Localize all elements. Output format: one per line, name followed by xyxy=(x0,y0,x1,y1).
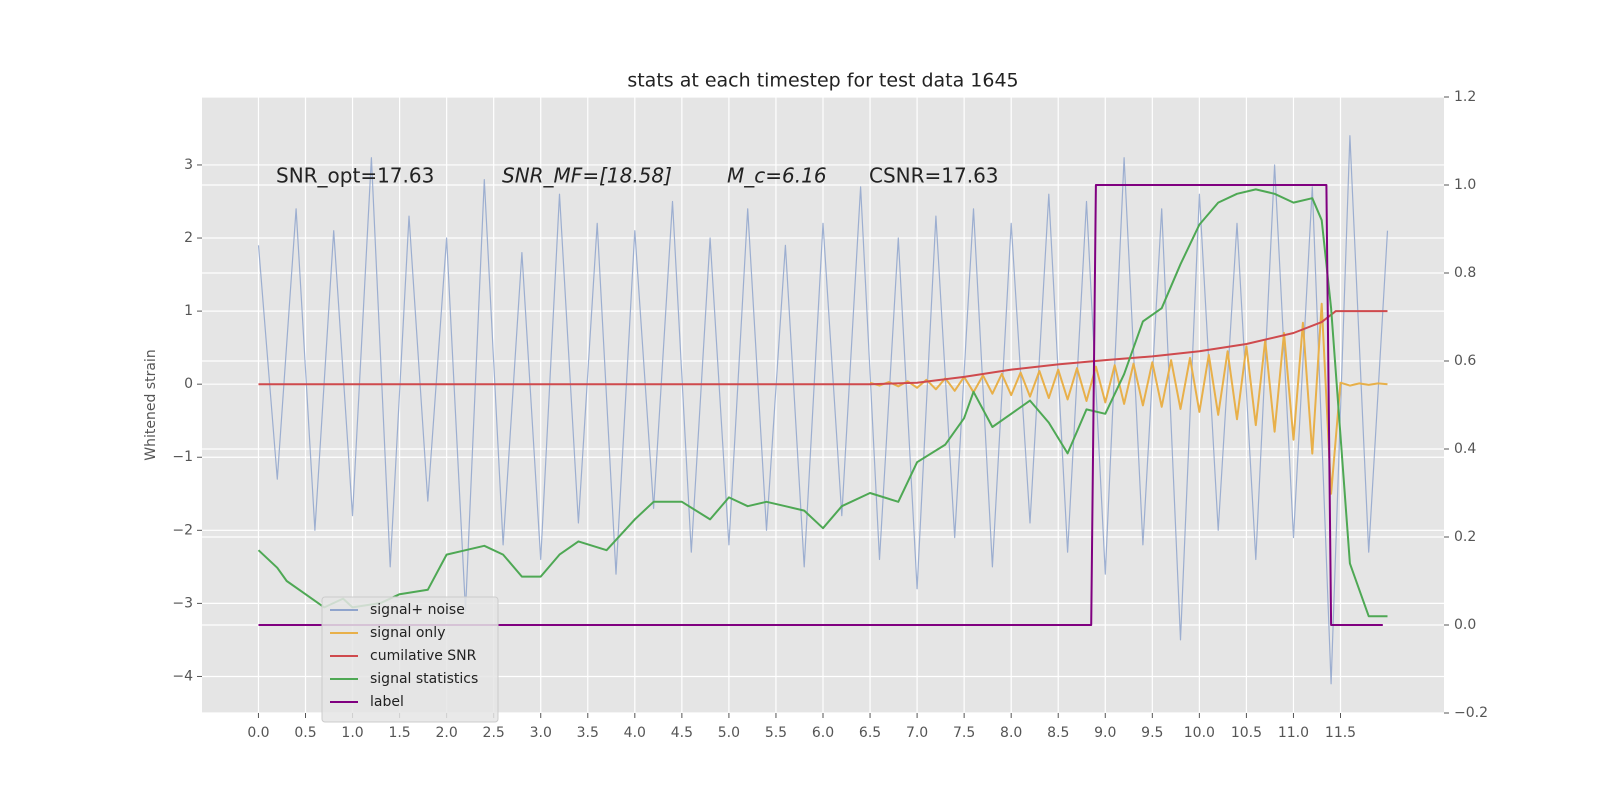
legend-box xyxy=(321,596,499,723)
annotation: SNR_MF=[18.58] xyxy=(502,164,672,188)
x-tick-label: 4.0 xyxy=(624,725,646,741)
x-tick-label: 6.0 xyxy=(812,725,834,741)
series-line xyxy=(257,188,1388,618)
x-tick-label: 11.5 xyxy=(1325,725,1356,741)
y2-tick-label: 0.4 xyxy=(1454,441,1476,457)
y2-tick-label: 1.0 xyxy=(1454,177,1476,193)
x-tick-label: 8.0 xyxy=(1000,725,1022,741)
y-tick-label: −1 xyxy=(172,449,193,465)
y-tick-label: −3 xyxy=(172,595,193,611)
annotation: M_c=6.16 xyxy=(727,164,827,188)
annotation: CSNR=17.63 xyxy=(869,164,999,188)
y-tick-label: 2 xyxy=(184,230,193,246)
x-tick-label: 5.0 xyxy=(718,725,740,741)
y2-tick-label: 0.2 xyxy=(1454,529,1476,545)
x-tick-label: 8.5 xyxy=(1047,725,1069,741)
axes: 0.0 0.5 1.0 1.5 2.0 2.5 3.0 3.5 4.0 4.5 5.0 5.5 6.0 6… xyxy=(172,89,1488,741)
grid xyxy=(202,96,1444,714)
x-tick-label: 6.5 xyxy=(859,725,881,741)
series-line xyxy=(869,302,1388,495)
chart-title: stats at each timestep for test data 164… xyxy=(627,70,1018,92)
x-tick-label: 5.5 xyxy=(765,725,787,741)
y2-tick-label: 1.2 xyxy=(1454,89,1476,105)
legend-label: signal only xyxy=(370,625,445,641)
x-tick-label: 9.0 xyxy=(1094,725,1116,741)
x-tick-label: 9.5 xyxy=(1141,725,1163,741)
x-tick-label: 3.5 xyxy=(577,725,599,741)
y2-tick-label: 0.6 xyxy=(1454,353,1476,369)
y-axis-label: Whitened strain xyxy=(143,349,159,460)
legend-label: signal statistics xyxy=(370,671,478,687)
y2-tick-label: 0.0 xyxy=(1454,617,1476,633)
annotation: SNR_opt=17.63 xyxy=(276,164,434,188)
y-tick-label: 1 xyxy=(184,303,193,319)
y-tick-label: 0 xyxy=(184,376,193,392)
y-tick-label: −4 xyxy=(172,668,193,684)
x-tick-label: 10.0 xyxy=(1184,725,1215,741)
legend-label: cumilative SNR xyxy=(370,648,477,664)
y-tick-label: −2 xyxy=(172,522,193,538)
x-tick-label: 3.0 xyxy=(530,725,552,741)
series-line xyxy=(258,184,1383,626)
y2-tick-label: 0.8 xyxy=(1454,265,1476,281)
x-tick-label: 7.0 xyxy=(906,725,928,741)
y-tick-label: 3 xyxy=(184,157,193,173)
series-line xyxy=(257,135,1389,685)
x-tick-label: 10.5 xyxy=(1231,725,1262,741)
legend-label: label xyxy=(370,694,404,710)
x-tick-label: 1.0 xyxy=(341,725,363,741)
legend: signal+ noise signal only cumilative SNR si… xyxy=(321,596,499,723)
x-tick-label: 0.0 xyxy=(247,725,269,741)
x-tick-label: 4.5 xyxy=(671,725,693,741)
x-tick-label: 2.0 xyxy=(436,725,458,741)
legend-label: signal+ noise xyxy=(370,602,465,618)
x-tick-label: 1.5 xyxy=(388,725,410,741)
x-tick-label: 11.0 xyxy=(1278,725,1309,741)
x-tick-label: 2.5 xyxy=(483,725,505,741)
x-tick-label: 7.5 xyxy=(953,725,975,741)
x-tick-label: 0.5 xyxy=(294,725,316,741)
y2-tick-label: −0.2 xyxy=(1454,705,1488,721)
marks xyxy=(257,135,1389,685)
